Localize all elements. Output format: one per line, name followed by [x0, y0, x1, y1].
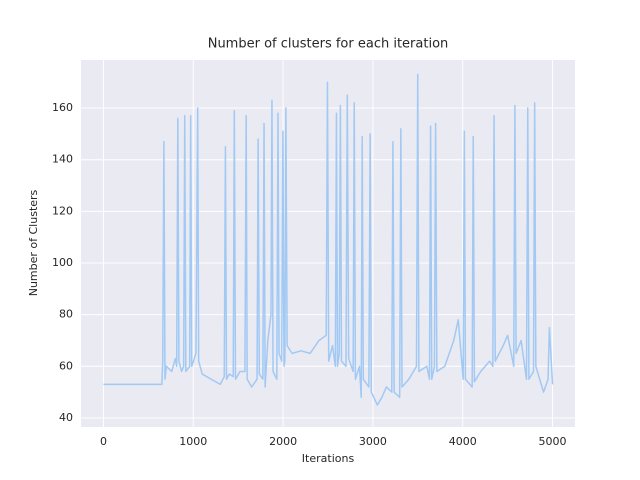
- y-tick-label: 140: [52, 153, 73, 166]
- x-axis-label: Iterations: [302, 452, 355, 465]
- x-tick-label: 2000: [269, 435, 297, 448]
- x-tick-label: 1000: [179, 435, 207, 448]
- y-tick-label: 40: [59, 411, 73, 424]
- y-tick-label: 60: [59, 359, 73, 372]
- line: [103, 73, 554, 406]
- y-tick-label: 160: [52, 101, 73, 114]
- y-tick-label: 120: [52, 204, 73, 217]
- chart-title: Number of clusters for each iteration: [208, 37, 449, 52]
- y-axis-label: Number of Clusters: [27, 189, 40, 296]
- x-tick-label: 4000: [449, 435, 477, 448]
- y-tick-label: 100: [52, 256, 73, 269]
- x-tick-label: 3000: [359, 435, 387, 448]
- x-tick-label: 0: [100, 435, 107, 448]
- y-tick-label: 80: [59, 308, 73, 321]
- x-tick-label: 5000: [539, 435, 567, 448]
